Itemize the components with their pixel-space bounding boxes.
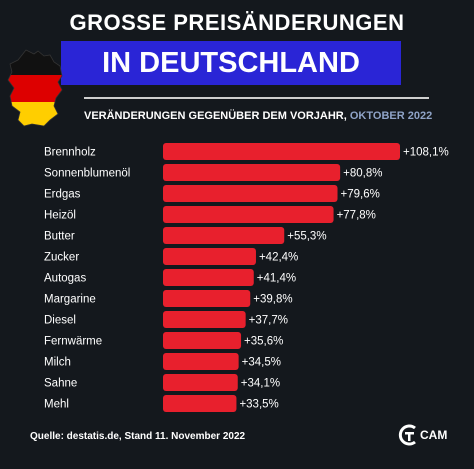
bar — [163, 311, 246, 328]
bar — [163, 395, 237, 412]
value-label: +55,3% — [287, 231, 326, 243]
bar-chart: Brennholz +108,1% Sonnenblumenöl +80,8% Erdg… — [44, 143, 449, 412]
bar — [163, 143, 400, 160]
germany-flag-map-icon — [7, 49, 63, 127]
category-label: Zucker — [44, 252, 79, 264]
category-label: Butter — [44, 231, 75, 243]
category-label: Brennholz — [44, 147, 96, 159]
logo-text: CAM — [420, 428, 448, 442]
bar — [163, 269, 254, 286]
flag-black-stripe — [8, 50, 62, 75]
category-label: Milch — [44, 357, 71, 369]
value-label: +34,1% — [241, 378, 280, 390]
value-label: +35,6% — [244, 336, 283, 348]
category-label: Sahne — [44, 378, 77, 390]
value-label: +108,1% — [403, 147, 449, 159]
category-label: Autogas — [44, 273, 86, 285]
value-label: +41,4% — [257, 273, 296, 285]
source-note: Quelle: destatis.de, Stand 11. November … — [30, 431, 246, 442]
value-label: +33,5% — [239, 399, 278, 411]
bar — [163, 248, 256, 265]
value-label: +34,5% — [242, 357, 281, 369]
bar — [163, 332, 242, 349]
bar — [163, 206, 334, 223]
bar — [163, 185, 338, 202]
category-label: Diesel — [44, 315, 76, 327]
category-label: Sonnenblumenöl — [44, 168, 130, 180]
bar — [163, 290, 251, 307]
bar — [163, 227, 285, 244]
category-label: Erdgas — [44, 189, 81, 201]
title-highlight-box — [61, 41, 401, 85]
bar — [163, 374, 238, 391]
value-label: +77,8% — [337, 210, 376, 222]
subtitle-main: VERÄNDERUNGEN GEGENÜBER DEM VORJAHR, — [84, 110, 350, 122]
value-label: +42,4% — [259, 252, 298, 264]
value-label: +37,7% — [249, 315, 288, 327]
bar — [163, 353, 239, 370]
flag-red-stripe — [8, 75, 62, 102]
value-label: +79,6% — [341, 189, 380, 201]
brand-logo: CAM — [398, 424, 458, 446]
category-label: Heizöl — [44, 210, 76, 222]
title-line-2: IN DEUTSCHLAND — [102, 47, 360, 79]
bar — [163, 164, 341, 181]
value-label: +80,8% — [343, 168, 382, 180]
chart-subtitle: VERÄNDERUNGEN GEGENÜBER DEM VORJAHR, OKT… — [84, 110, 432, 122]
value-label: +39,8% — [253, 294, 292, 306]
subtitle-date: OKTOBER 2022 — [349, 110, 433, 122]
title-line-1: GROSSE PREISÄNDERUNGEN — [69, 10, 405, 35]
cam-logo-icon — [398, 424, 416, 446]
header-divider — [84, 97, 429, 99]
category-label: Mehl — [44, 399, 69, 411]
category-label: Fernwärme — [44, 336, 102, 348]
category-label: Margarine — [44, 294, 96, 306]
